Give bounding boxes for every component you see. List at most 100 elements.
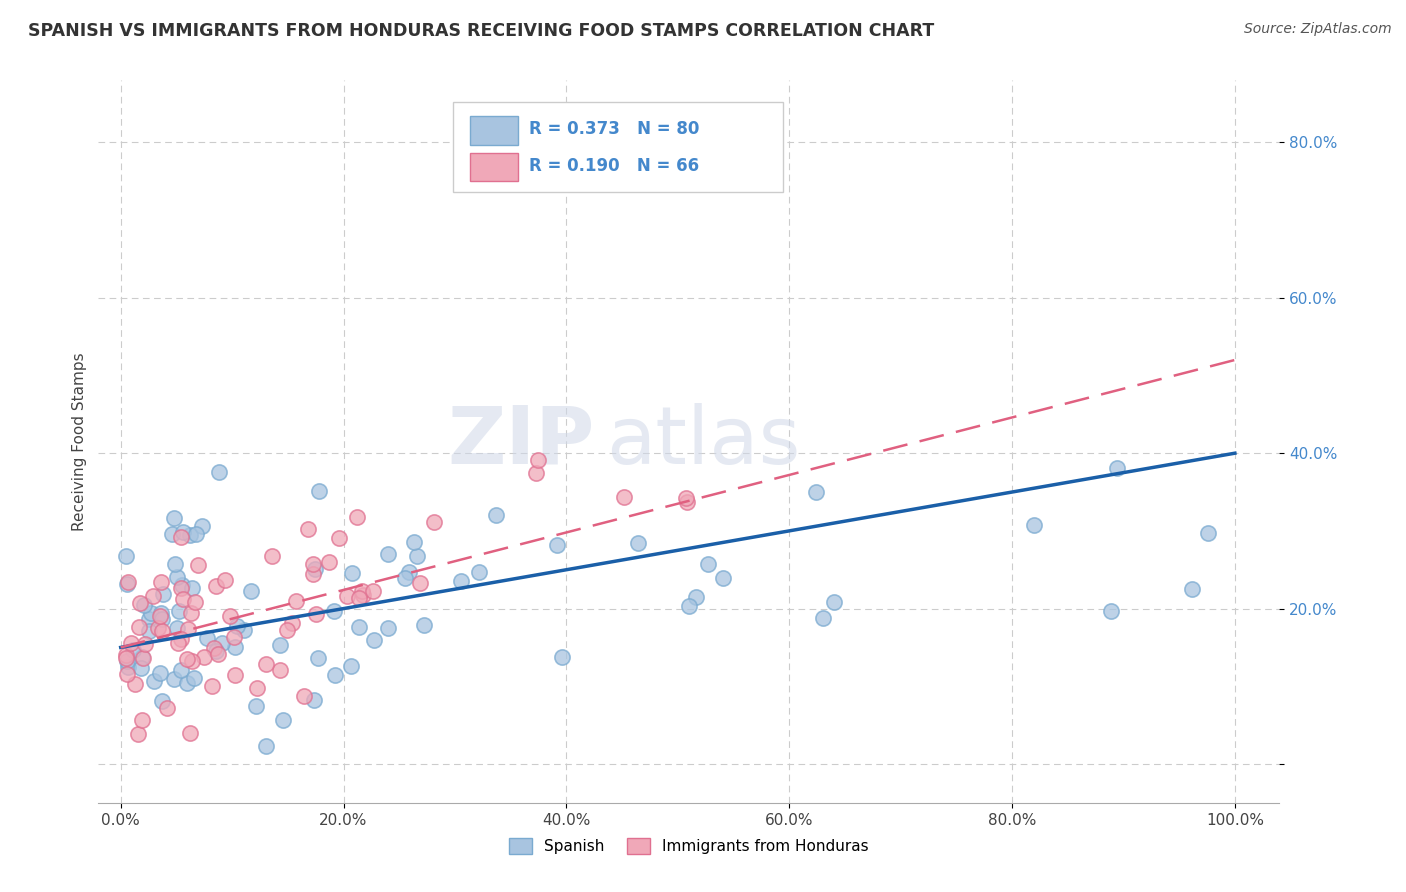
Point: [183, 671, 205, 685]
Point: [363, 632, 385, 647]
Point: [349, 620, 371, 634]
Point: [352, 589, 374, 603]
Point: [297, 522, 319, 536]
Point: [211, 636, 233, 650]
Point: [307, 651, 329, 665]
Point: [150, 693, 173, 707]
Point: [195, 631, 218, 645]
Point: [323, 667, 346, 681]
Point: [115, 549, 138, 563]
Point: [202, 640, 225, 655]
Point: [172, 524, 194, 539]
Point: [115, 651, 138, 665]
Point: [150, 612, 173, 626]
Point: [409, 575, 432, 590]
Point: [527, 453, 550, 467]
Point: [170, 632, 193, 646]
Point: [214, 574, 236, 588]
Point: [143, 674, 166, 689]
Point: [246, 681, 269, 696]
Text: ZIP: ZIP: [447, 402, 595, 481]
Point: [1197, 526, 1219, 541]
Point: [115, 577, 138, 591]
Point: [260, 549, 283, 563]
Point: [138, 624, 160, 639]
Y-axis label: Receiving Food Stamps: Receiving Food Stamps: [72, 352, 87, 531]
Point: [127, 727, 149, 741]
Point: [485, 508, 508, 522]
Point: [115, 648, 138, 663]
Point: [413, 617, 436, 632]
Point: [627, 535, 650, 549]
Point: [124, 677, 146, 691]
Point: [318, 555, 340, 569]
Point: [131, 650, 153, 665]
Point: [323, 604, 346, 618]
Point: [128, 620, 150, 634]
Point: [160, 526, 183, 541]
Point: [181, 654, 204, 668]
Point: [186, 527, 208, 541]
Point: [150, 606, 173, 620]
Point: [117, 654, 139, 668]
Point: [546, 538, 568, 552]
Text: SPANISH VS IMMIGRANTS FROM HONDURAS RECEIVING FOOD STAMPS CORRELATION CHART: SPANISH VS IMMIGRANTS FROM HONDURAS RECE…: [28, 22, 935, 40]
Point: [678, 599, 700, 613]
Point: [269, 638, 291, 652]
Point: [328, 531, 350, 545]
Point: [302, 557, 325, 571]
Point: [405, 549, 427, 564]
Point: [148, 665, 170, 680]
Point: [233, 623, 256, 637]
Point: [152, 587, 174, 601]
Bar: [471, 153, 517, 181]
Point: [402, 534, 425, 549]
Point: [240, 583, 263, 598]
Point: [292, 690, 315, 704]
Point: [176, 652, 198, 666]
Point: [394, 571, 416, 585]
Point: [276, 623, 298, 637]
Point: [524, 466, 547, 480]
Text: Source: ZipAtlas.com: Source: ZipAtlas.com: [1244, 22, 1392, 37]
Point: [115, 667, 138, 681]
Point: [180, 606, 202, 620]
Point: [254, 657, 277, 671]
Point: [150, 624, 173, 639]
Point: [187, 558, 209, 573]
Point: [131, 713, 153, 727]
Point: [336, 590, 359, 604]
Point: [172, 578, 194, 592]
Point: [165, 557, 187, 571]
Point: [193, 650, 215, 665]
Text: R = 0.190   N = 66: R = 0.190 N = 66: [530, 156, 700, 175]
Point: [117, 574, 139, 589]
Point: [170, 530, 193, 544]
Point: [176, 676, 198, 690]
Point: [205, 644, 228, 658]
Point: [179, 726, 201, 740]
Point: [450, 574, 472, 588]
Point: [377, 621, 399, 635]
Point: [146, 621, 169, 635]
Point: [142, 589, 165, 603]
Point: [340, 566, 363, 580]
Point: [179, 528, 201, 542]
Point: [207, 648, 229, 662]
Legend: Spanish, Immigrants from Honduras: Spanish, Immigrants from Honduras: [503, 832, 875, 860]
Point: [697, 557, 720, 571]
Point: [245, 699, 267, 714]
Point: [138, 612, 160, 626]
Point: [132, 598, 155, 612]
Point: [180, 581, 202, 595]
Point: [208, 465, 231, 479]
Point: [166, 570, 188, 584]
Point: [156, 701, 179, 715]
Point: [823, 594, 845, 608]
Point: [285, 594, 308, 608]
Point: [149, 608, 172, 623]
Point: [225, 618, 247, 632]
Point: [423, 516, 446, 530]
Point: [281, 615, 304, 630]
Point: [346, 510, 368, 524]
